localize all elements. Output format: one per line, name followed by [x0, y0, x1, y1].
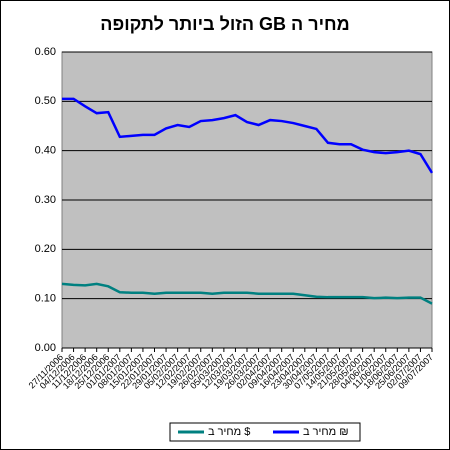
y-tick-label: 0.50 — [35, 95, 56, 107]
y-tick-label: 0.30 — [35, 194, 56, 206]
legend — [169, 422, 361, 442]
y-tick-label: 0.40 — [35, 145, 56, 157]
y-tick-label: 0.20 — [35, 243, 56, 255]
y-tick-label: 0.60 — [35, 46, 56, 58]
series-line — [61, 282, 433, 305]
chart-title: מחיר ה GB הזול ביותר לתקופה — [100, 14, 349, 34]
legend-label: מחיר ב ₪ — [303, 426, 349, 438]
y-tick-label: 0.10 — [35, 293, 56, 305]
series-line — [62, 97, 434, 174]
y-tick-label: 0.00 — [35, 342, 56, 354]
legend-label: מחיר ב $ — [208, 426, 250, 438]
